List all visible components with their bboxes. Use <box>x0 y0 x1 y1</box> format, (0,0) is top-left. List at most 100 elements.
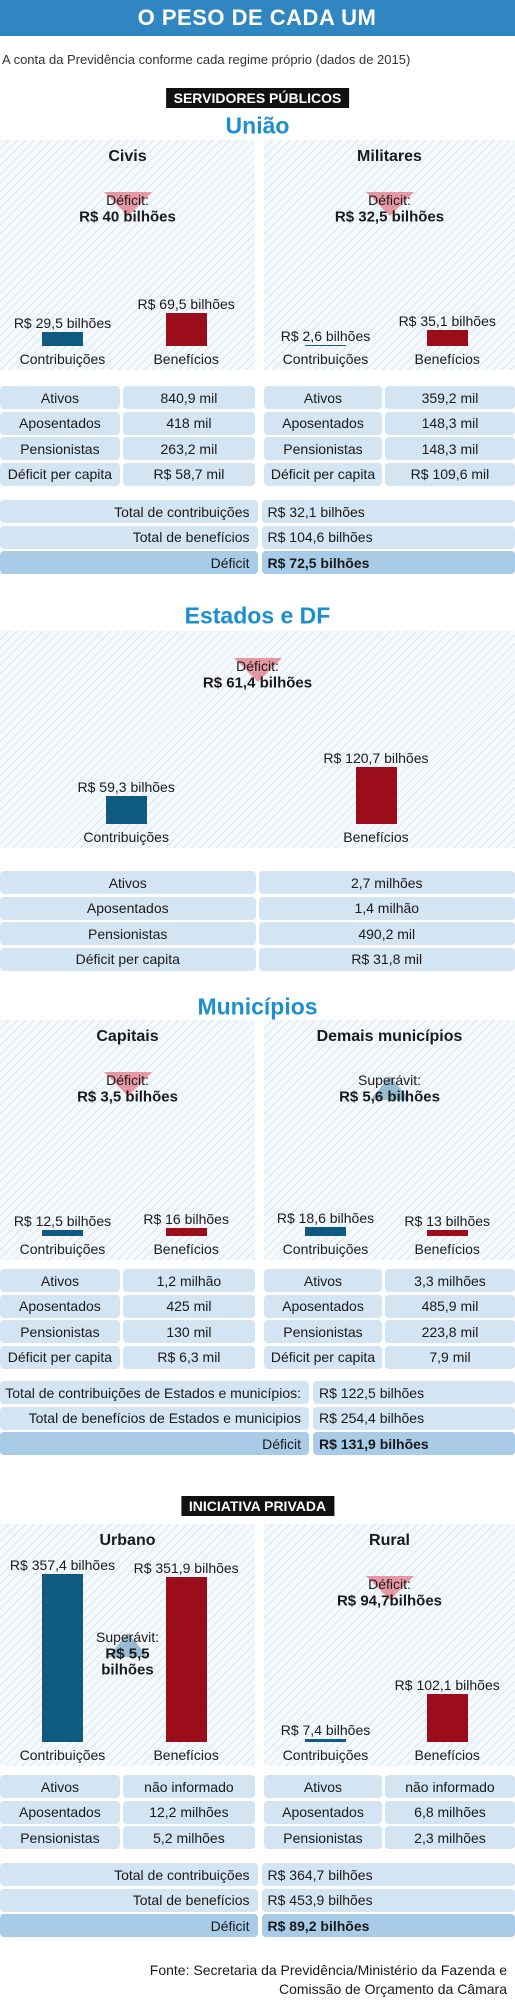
bar <box>42 1574 84 1742</box>
bar-value-label: R$ 29,5 bilhões <box>13 315 112 332</box>
table-cell: Pensionistas <box>0 437 120 460</box>
balance-label: Superávit: <box>357 1072 422 1088</box>
table-cell: Aposentados <box>264 1800 382 1824</box>
totals-label: Total de contribuições <box>0 1863 258 1886</box>
table-cell: Pensionistas <box>264 437 382 460</box>
bar <box>166 313 208 346</box>
table-cell: 3,3 milhões <box>384 1269 515 1292</box>
bar-category-label: Contribuições <box>83 829 169 845</box>
bar-category-label: Benefícios <box>414 1747 480 1763</box>
subtitle: A conta da Previdência conforme cada reg… <box>2 52 411 67</box>
totals-value: R$ 453,9 bilhões <box>261 1888 515 1912</box>
table-cell: 359,2 mil <box>384 386 515 409</box>
panel-background <box>0 140 255 370</box>
balance-label: Déficit: <box>368 192 411 208</box>
table-cell: Ativos <box>264 1775 382 1798</box>
table-cell: R$ 31,8 mil <box>258 947 515 971</box>
section-heading: Estados e DF <box>184 602 331 629</box>
balance-label: Déficit: <box>236 658 279 674</box>
table-cell: Ativos <box>0 871 256 894</box>
balance-value: R$ 40 bilhões <box>79 208 176 226</box>
bar-value-label: R$ 357,4 bilhões <box>9 1557 116 1574</box>
balance-value: R$ 5,5 bilhões <box>101 1645 154 1678</box>
balance-marker <box>107 1633 148 1657</box>
totals-value: R$ 89,2 bilhões <box>261 1914 515 1937</box>
totals-label: Total de contribuições <box>0 500 258 523</box>
section-heading: União <box>225 112 290 139</box>
table-cell: R$ 6,3 mil <box>122 1345 255 1369</box>
totals-value: R$ 32,1 bilhões <box>261 500 515 523</box>
table-cell: Aposentados <box>264 1294 382 1318</box>
balance-marker <box>365 1576 414 1600</box>
panel-background <box>264 1524 515 1766</box>
table-cell: R$ 109,6 mil <box>384 462 515 486</box>
balance-value: R$ 32,5 bilhões <box>334 208 445 226</box>
table-cell: 1,2 milhão <box>122 1269 255 1292</box>
bar-category-label: Benefícios <box>414 1241 480 1257</box>
source: Comissão de Orçamento da Câmara <box>279 1981 507 1997</box>
panel-name: Urbano <box>99 1532 156 1549</box>
bar-value-label: R$ 69,5 bilhões <box>137 296 235 313</box>
banner: INICIATIVA PRIVADA <box>180 1496 335 1516</box>
bar <box>427 1694 469 1742</box>
bar <box>42 1230 84 1236</box>
table-cell: 223,8 mil <box>384 1320 515 1343</box>
table-cell: 418 mil <box>122 411 255 435</box>
balance-marker <box>103 1072 152 1096</box>
bar-category-label: Benefícios <box>153 351 219 367</box>
table-cell: 263,2 mil <box>122 437 255 460</box>
bar-category-label: Contribuições <box>19 1747 106 1763</box>
balance-value: R$ 5,6 bilhões <box>339 1088 440 1106</box>
totals-value: R$ 254,4 bilhões <box>313 1406 515 1430</box>
bar <box>305 1227 347 1236</box>
balance-label: Déficit: <box>106 1072 149 1088</box>
panel-name: Civis <box>108 148 147 165</box>
panel-background <box>264 1020 515 1260</box>
title-bar <box>0 0 515 36</box>
bar-category-label: Contribuições <box>282 351 369 367</box>
panel-background <box>0 1020 255 1260</box>
table-cell: Pensionistas <box>0 1320 120 1343</box>
balance-label: Déficit: <box>106 192 149 208</box>
bar-value-label: R$ 7,4 bilhões <box>280 1721 371 1738</box>
table-cell: 840,9 mil <box>122 386 255 409</box>
bar-category-label: Benefícios <box>153 1241 219 1257</box>
bar <box>166 1576 208 1742</box>
balance-marker <box>103 192 152 216</box>
table-cell: 485,9 mil <box>384 1294 515 1318</box>
table-cell: R$ 58,7 mil <box>122 462 255 486</box>
table-cell: não informado <box>122 1775 255 1798</box>
bar <box>42 332 84 346</box>
totals-label: Total de benefícios de Estados e municip… <box>0 1406 309 1430</box>
totals-value: R$ 104,6 bilhões <box>261 525 515 549</box>
panel-name: Militares <box>357 148 422 165</box>
panel-name: Rural <box>369 1532 410 1549</box>
balance-marker <box>233 658 282 682</box>
bar <box>427 1229 469 1236</box>
table-cell: Pensionistas <box>0 1826 120 1849</box>
table-cell: Aposentados <box>264 411 382 435</box>
bar-value-label: R$ 35,1 bilhões <box>398 312 496 329</box>
totals-value: R$ 131,9 bilhões <box>313 1432 515 1455</box>
bar-category-label: Benefícios <box>153 1747 219 1763</box>
balance-label: Déficit: <box>368 1576 411 1592</box>
totals-label: Total de contribuições de Estados e muni… <box>0 1381 309 1404</box>
table-cell: Aposentados <box>0 1294 120 1318</box>
table-cell: Déficit per capita <box>264 462 382 486</box>
totals-label: Déficit <box>0 1914 258 1937</box>
bar <box>305 344 347 346</box>
balance-marker <box>369 1076 410 1100</box>
section-heading: Municípios <box>197 993 318 1020</box>
table-cell: 148,3 mil <box>384 411 515 435</box>
bar-value-label: R$ 102,1 bilhões <box>394 1677 500 1693</box>
table-cell: Pensionistas <box>264 1826 382 1849</box>
table-cell: 425 mil <box>122 1294 255 1318</box>
table-cell: Déficit per capita <box>0 1345 120 1369</box>
table-cell: 6,8 milhões <box>384 1800 515 1824</box>
table-cell: 1,4 milhão <box>258 896 515 920</box>
table-cell: Déficit per capita <box>264 1345 382 1369</box>
bar <box>427 329 469 346</box>
table-cell: Déficit per capita <box>0 947 256 971</box>
bar-value-label: R$ 18,6 bilhões <box>276 1210 375 1227</box>
